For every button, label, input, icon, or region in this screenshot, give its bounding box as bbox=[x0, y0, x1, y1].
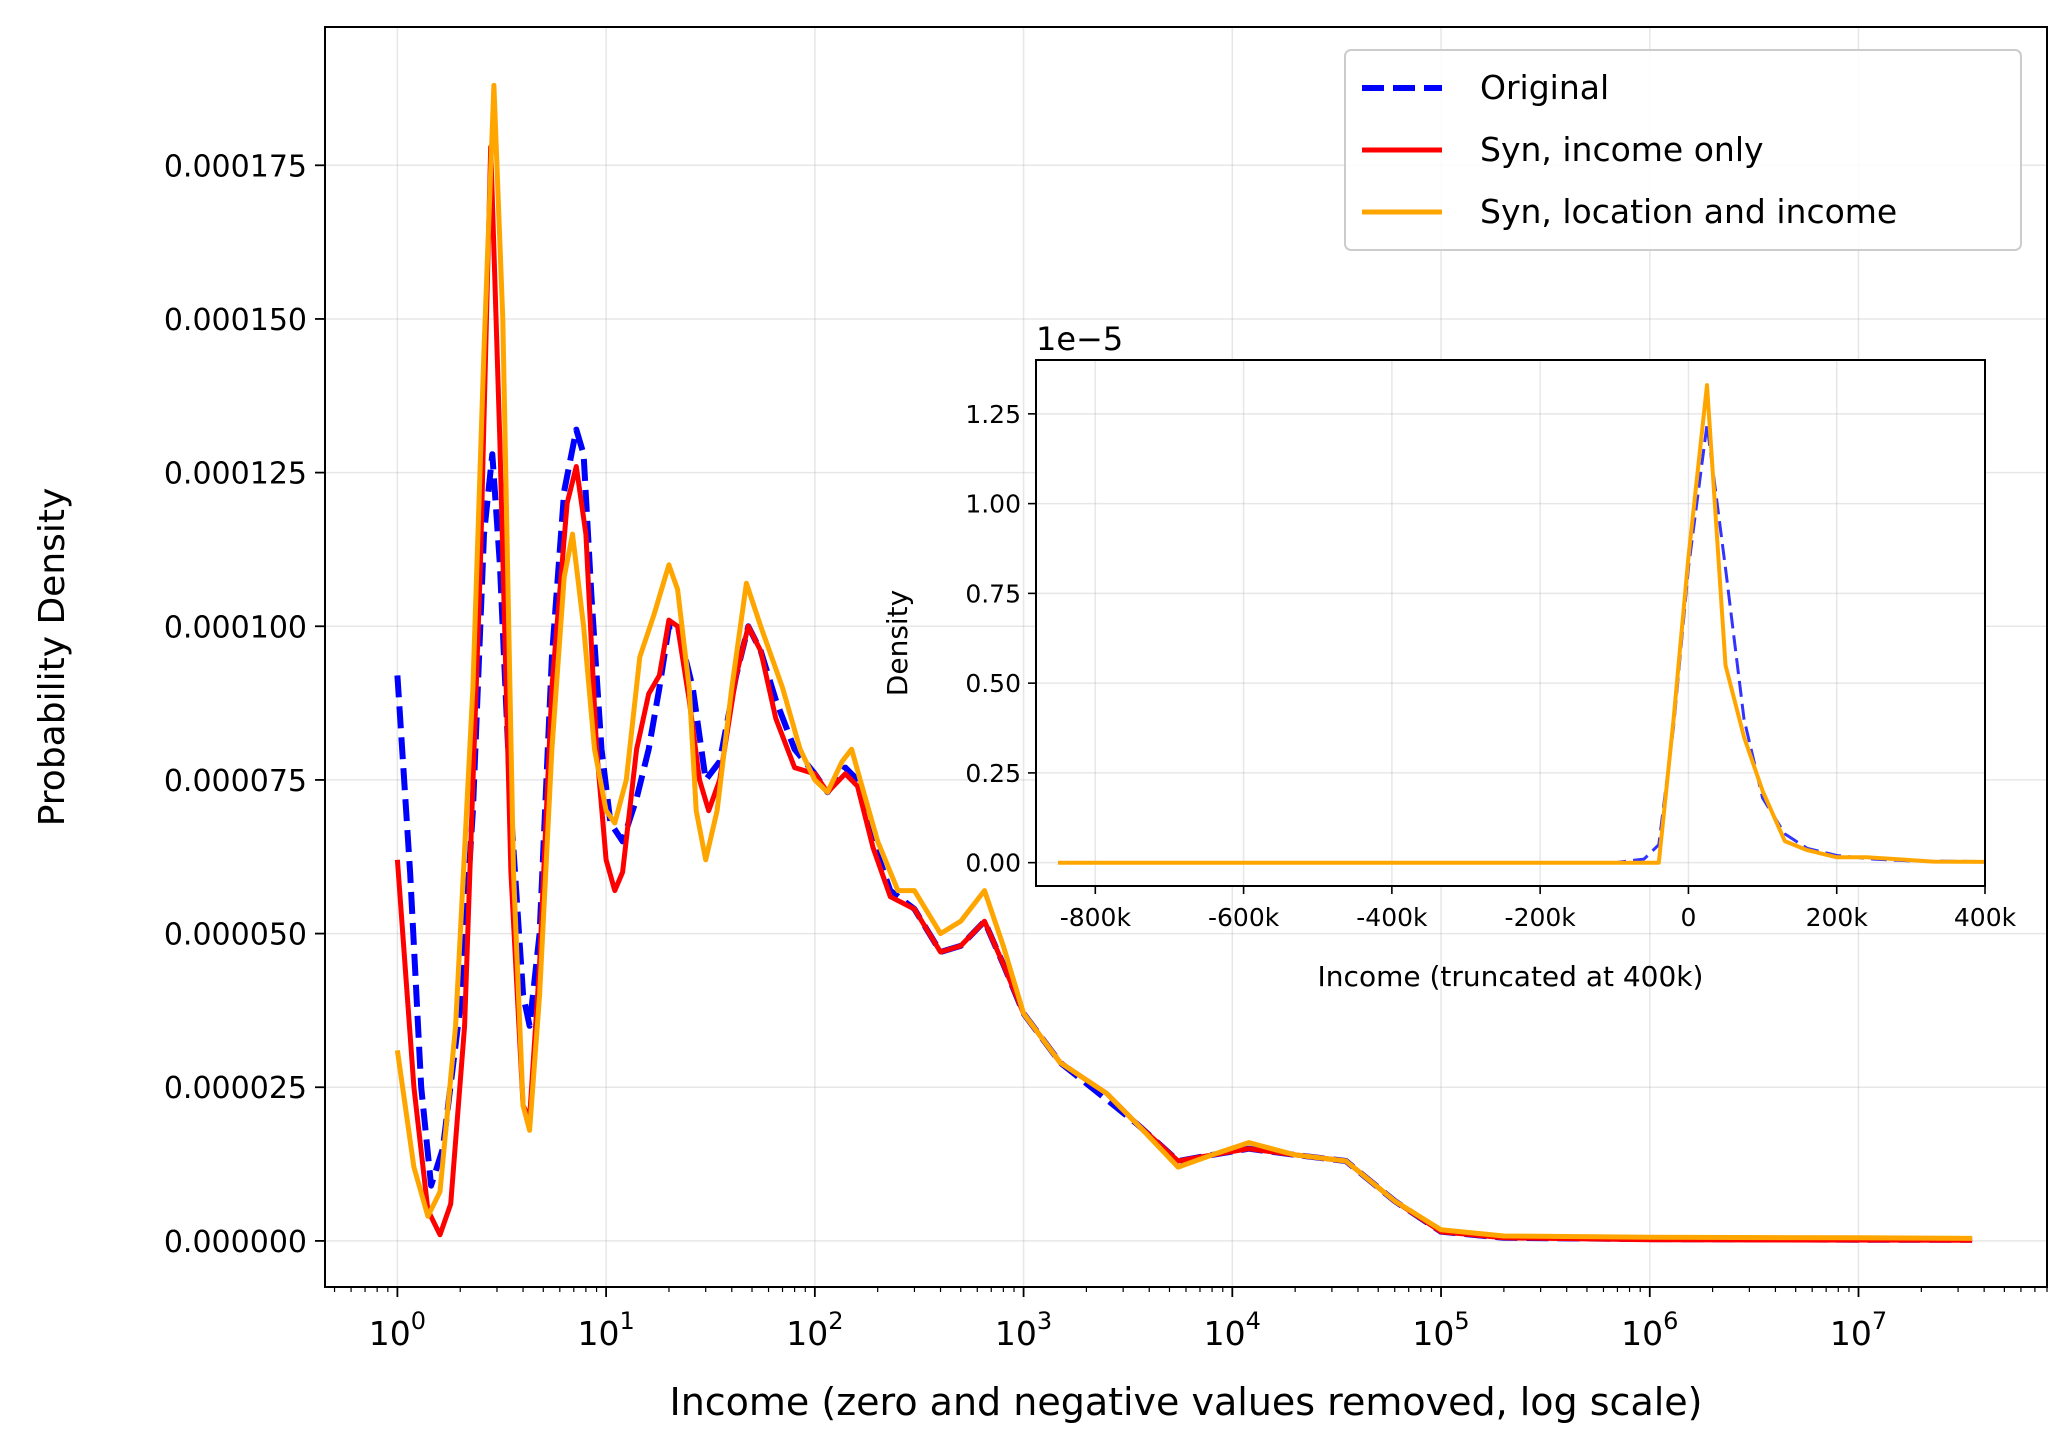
legend: Original Syn, income only Syn, location an… bbox=[1344, 49, 2022, 251]
inset-x-tick-label: 200k bbox=[1806, 903, 1869, 932]
inset-x-tick-label: 400k bbox=[1954, 903, 2017, 932]
legend-entry-label: Syn, location and income bbox=[1480, 192, 1897, 231]
x-tick-base: 10 bbox=[577, 1314, 619, 1353]
x-tick-label: 104 bbox=[1204, 1307, 1261, 1353]
x-tick-exponent: 3 bbox=[1037, 1307, 1052, 1335]
y-tick-label: 0.000150 bbox=[164, 303, 307, 338]
y-tick-label: 0.000100 bbox=[164, 610, 307, 645]
y-tick-label: 0.000125 bbox=[164, 457, 307, 492]
inset-x-tick-label: -200k bbox=[1505, 903, 1577, 932]
x-tick-base: 10 bbox=[1412, 1314, 1454, 1353]
x-tick-exponent: 5 bbox=[1454, 1307, 1469, 1335]
x-tick-exponent: 0 bbox=[411, 1307, 426, 1335]
inset-x-tick-label: 0 bbox=[1680, 903, 1696, 932]
y-tick-label: 0.000175 bbox=[164, 149, 307, 184]
inset-series-group bbox=[1058, 383, 1985, 865]
inset-y-tick-label: 0.00 bbox=[965, 849, 1021, 878]
x-tick-exponent: 6 bbox=[1663, 1307, 1678, 1335]
inset-x-tick-label: -600k bbox=[1208, 903, 1280, 932]
inset-plot: -800k -600k -400k -200k 0 200k 400k 0.00 0.25 0.5… bbox=[881, 320, 2017, 993]
x-tick-base: 10 bbox=[1830, 1314, 1872, 1353]
x-tick-base: 10 bbox=[1621, 1314, 1663, 1353]
x-tick-label: 106 bbox=[1621, 1307, 1678, 1353]
x-tick-exponent: 7 bbox=[1872, 1307, 1887, 1335]
inset-axes-frame bbox=[1035, 359, 1986, 887]
main-series-group bbox=[394, 82, 1973, 1243]
inset-x-tick-label: -800k bbox=[1060, 903, 1132, 932]
x-tick-exponent: 2 bbox=[828, 1307, 843, 1335]
inset-y-tick-label: 0.50 bbox=[965, 669, 1021, 698]
inset-plot-area bbox=[1036, 360, 1985, 886]
x-tick-base: 10 bbox=[1204, 1314, 1246, 1353]
inset-offset-text: 1e−5 bbox=[1036, 320, 1123, 358]
x-tick-label: 102 bbox=[786, 1307, 843, 1353]
y-axis-label: Probability Density bbox=[32, 488, 73, 827]
x-tick-label: 105 bbox=[1412, 1307, 1469, 1353]
x-tick-label: 107 bbox=[1830, 1307, 1887, 1353]
x-tick-exponent: 4 bbox=[1246, 1307, 1261, 1335]
series-line-syn-location-and-income bbox=[394, 82, 1973, 1241]
x-axis-label: Income (zero and negative values removed… bbox=[669, 1380, 1702, 1424]
x-tick-label: 100 bbox=[369, 1307, 426, 1353]
x-tick-base: 10 bbox=[369, 1314, 411, 1353]
x-tick-exponent: 1 bbox=[619, 1307, 634, 1335]
x-tick-base: 10 bbox=[786, 1314, 828, 1353]
legend-entry-label: Syn, income only bbox=[1480, 130, 1764, 169]
y-tick-label: 0.000000 bbox=[164, 1225, 307, 1260]
inset-y-axis-label: Density bbox=[881, 590, 914, 696]
inset-x-axis-label: Income (truncated at 400k) bbox=[1318, 960, 1704, 993]
y-tick-label: 0.000025 bbox=[164, 1071, 307, 1106]
x-tick-label: 103 bbox=[995, 1307, 1052, 1353]
inset-series-line-syn-location-and-income bbox=[1058, 383, 1985, 865]
legend-box bbox=[1344, 49, 2022, 251]
inset-y-tick-label: 0.75 bbox=[965, 579, 1021, 608]
y-tick-label: 0.000050 bbox=[164, 918, 307, 953]
inset-x-tick-label: -400k bbox=[1356, 903, 1428, 932]
inset-y-tick-label: 1.25 bbox=[965, 400, 1021, 429]
y-tick-label: 0.000075 bbox=[164, 764, 307, 799]
inset-y-tick-label: 0.25 bbox=[965, 759, 1021, 788]
legend-entry-label: Original bbox=[1480, 68, 1609, 107]
x-tick-base: 10 bbox=[995, 1314, 1037, 1353]
x-tick-label: 101 bbox=[577, 1307, 634, 1353]
inset-y-tick-label: 1.00 bbox=[965, 490, 1021, 519]
